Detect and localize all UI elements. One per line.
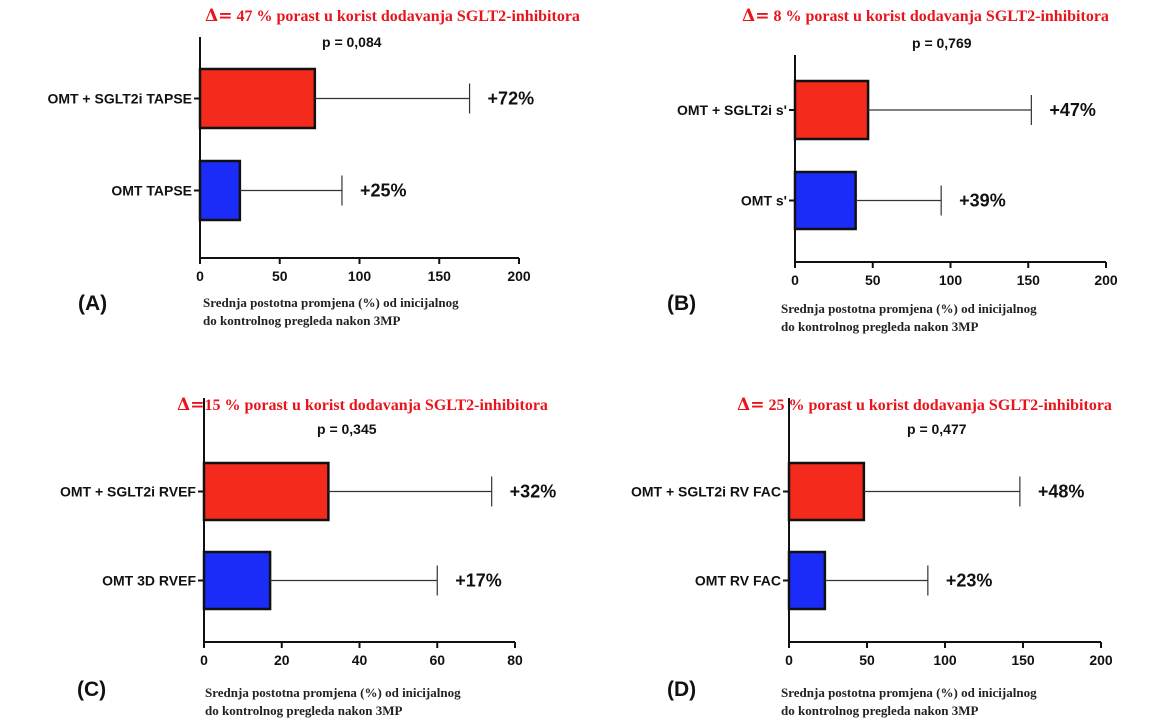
chart-panel-c: Δ=15 % porast u korist dodavanja SGLT2-i… [0,360,585,720]
bar [793,170,857,231]
p-value: p = 0,769 [912,35,972,51]
panel-label: (C) [77,678,107,701]
x-tick-label: 100 [348,268,372,284]
x-axis-title: Srednja postotna promjena (%) od inicija… [781,300,1037,336]
data-label: +32% [510,482,557,502]
x-axis-title-line-1: Srednja postotna promjena (%) od inicija… [781,301,1037,316]
delta-heading: Δ= 25 % porast u korist dodavanja SGLT2-… [737,395,1112,415]
category-label: OMT + SGLT2i RV FAC [631,484,781,500]
category-label: OMT RV FAC [695,573,781,589]
delta-heading: Δ= 8 % porast u korist dodavanja SGLT2-i… [742,6,1109,26]
category-label: OMT 3D RVEF [102,573,196,589]
category-label: OMT + SGLT2i s' [677,102,787,118]
x-axis-title-line-1: Srednja postotna promjena (%) od inicija… [781,685,1037,700]
panel-label: (B) [667,292,697,315]
data-label: +17% [455,571,502,591]
bar [787,550,827,611]
data-label: +72% [488,89,535,109]
bar-chart-a: 0 50 100 150 200 OMT + SGLT2i TAPSE +72% OMT TA… [47,37,535,284]
delta-symbol: Δ= [742,6,770,26]
x-tick-label: 20 [274,652,290,668]
p-value: p = 0,477 [907,421,967,437]
bar [198,159,242,222]
panel-label: (A) [78,292,108,315]
x-tick-label: 60 [429,652,445,668]
x-tick-label: 200 [507,268,531,284]
panel-label: (D) [667,678,697,701]
data-label: +47% [1049,100,1096,120]
x-tick-label: 100 [933,652,957,668]
x-tick-label: 150 [1017,272,1041,288]
data-label: +39% [959,191,1006,211]
x-axis-title-line-1: Srednja postotna promjena (%) od inicija… [203,295,459,310]
bar-chart-d: 0 50 100 150 200 OMT + SGLT2i RV FAC +48% OMT R… [631,398,1113,668]
delta-symbol: Δ= [177,395,205,415]
x-tick-label: 200 [1094,272,1118,288]
delta-text: 25 % porast u korist dodavanja SGLT2-inh… [764,397,1112,414]
p-value: p = 0,345 [317,421,377,437]
chart-panel-b: Δ= 8 % porast u korist dodavanja SGLT2-i… [585,0,1170,360]
delta-symbol: Δ= [737,395,765,415]
category-label: OMT + SGLT2i TAPSE [47,91,192,107]
bar [198,67,317,130]
delta-text: 47 % porast u korist dodavanja SGLT2-inh… [232,8,580,25]
delta-symbol: Δ= [205,6,233,26]
bar [202,550,272,611]
p-value: p = 0,084 [322,34,382,50]
delta-heading: Δ= 47 % porast u korist dodavanja SGLT2-… [205,6,580,26]
x-axis-title-line-1: Srednja postotna promjena (%) od inicija… [205,685,461,700]
chart-panel-d: Δ= 25 % porast u korist dodavanja SGLT2-… [585,360,1170,720]
x-tick-label: 0 [785,652,793,668]
x-tick-label: 80 [507,652,523,668]
bar [793,79,870,141]
category-label: OMT + SGLT2i RVEF [60,484,196,500]
x-tick-label: 150 [428,268,452,284]
bar-chart-c: 0 20 40 60 80 OMT + SGLT2i RVEF +32% OMT 3D RVE… [60,398,557,668]
x-tick-label: 0 [791,272,799,288]
bar [787,461,866,522]
x-axis-title-line-2: do kontrolnog pregleda nakon 3MP [205,703,403,718]
delta-text: 8 % porast u korist dodavanja SGLT2-inhi… [769,8,1109,25]
x-axis-title-line-2: do kontrolnog pregleda nakon 3MP [781,319,979,334]
x-tick-label: 200 [1089,652,1113,668]
delta-text: 15 % porast u korist dodavanja SGLT2-inh… [204,397,548,414]
x-axis-title-line-2: do kontrolnog pregleda nakon 3MP [781,703,979,718]
chart-panel-a: Δ= 47 % porast u korist dodavanja SGLT2-… [0,0,585,360]
x-axis-title-line-2: do kontrolnog pregleda nakon 3MP [203,313,401,328]
data-label: +48% [1038,482,1085,502]
data-label: +25% [360,181,407,201]
category-label: OMT TAPSE [111,183,192,199]
bar [202,461,330,522]
x-tick-label: 0 [200,652,208,668]
x-axis-title: Srednja postotna promjena (%) od inicija… [203,294,459,330]
delta-heading: Δ=15 % porast u korist dodavanja SGLT2-i… [177,395,548,415]
category-label: OMT s' [741,193,787,209]
x-tick-label: 50 [272,268,288,284]
x-axis-title: Srednja postotna promjena (%) od inicija… [781,684,1037,720]
data-label: +23% [946,571,993,591]
x-tick-label: 50 [859,652,875,668]
bar-chart-b: 0 50 100 150 200 OMT + SGLT2i s' +47% OMT s' +39… [677,55,1118,288]
x-tick-label: 50 [865,272,881,288]
x-tick-label: 40 [352,652,368,668]
x-axis-title: Srednja postotna promjena (%) od inicija… [205,684,461,720]
x-tick-label: 0 [196,268,204,284]
x-tick-label: 150 [1011,652,1035,668]
x-tick-label: 100 [939,272,963,288]
